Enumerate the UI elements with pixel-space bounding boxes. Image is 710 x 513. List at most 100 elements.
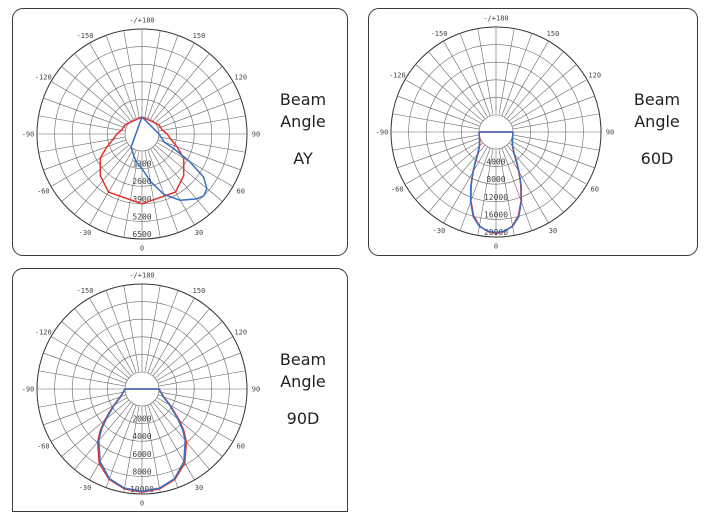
- grid-spoke: [158, 391, 246, 408]
- grid-spoke: [512, 113, 600, 130]
- radial-label: 5200: [132, 212, 151, 221]
- grid-spoke: [477, 28, 494, 116]
- radial-label: 16000: [484, 210, 508, 219]
- angle-label: 0: [140, 500, 144, 508]
- beam-angle-mode: 60D: [640, 149, 674, 168]
- angle-label: -150: [431, 30, 448, 38]
- radial-label: 8000: [486, 175, 505, 184]
- grid-spoke: [38, 370, 126, 387]
- grid-spoke: [154, 144, 223, 202]
- intensity-curve: [469, 131, 523, 234]
- angle-label: 120: [234, 329, 247, 337]
- angle-label: 60: [237, 443, 245, 451]
- angle-label: -150: [77, 32, 94, 40]
- grid-spoke: [144, 150, 161, 238]
- grid-spoke: [74, 53, 132, 122]
- angle-label: -90: [22, 386, 35, 394]
- radial-label: 12000: [484, 193, 508, 202]
- angle-label: -120: [35, 329, 52, 337]
- grid-spoke: [89, 403, 134, 481]
- grid-spoke: [428, 144, 486, 213]
- angle-label: 90: [252, 131, 260, 139]
- grid-spoke: [397, 137, 481, 169]
- grid-spoke: [506, 51, 564, 120]
- grid-spoke: [511, 137, 595, 169]
- angle-label: 90: [606, 129, 614, 137]
- angle-label: 30: [195, 484, 203, 492]
- grid-spoke: [50, 81, 128, 126]
- grid-spoke: [43, 394, 127, 426]
- grid-spoke: [157, 352, 241, 384]
- grid-spoke: [150, 42, 195, 120]
- grid-spoke: [498, 148, 515, 236]
- grid-spoke: [38, 391, 126, 408]
- grid-spoke: [415, 142, 484, 200]
- grid-spoke: [61, 144, 130, 202]
- polar-grid: [36, 28, 248, 240]
- grid-spoke: [404, 79, 482, 124]
- beam-angle-label: Beam Angle: [279, 90, 327, 131]
- beam-angle-60d: Beam Angle 60D: [621, 89, 693, 170]
- angle-label: -/+180: [483, 15, 508, 23]
- beam-angle-label: Beam Angle: [633, 90, 681, 131]
- grid-spoke: [501, 33, 533, 117]
- angle-label: -60: [37, 443, 50, 451]
- angle-label: 30: [549, 227, 557, 235]
- grid-spoke: [459, 147, 491, 231]
- radial-label: 10000: [130, 485, 154, 494]
- grid-spoke: [89, 148, 134, 226]
- grid-spoke: [147, 149, 179, 233]
- angle-label: 0: [494, 243, 498, 251]
- grid-spoke: [38, 136, 126, 153]
- grid-spoke: [397, 95, 481, 127]
- angle-label: 60: [237, 188, 245, 196]
- angle-label: -/+180: [129, 272, 154, 280]
- grid-spoke: [504, 146, 549, 224]
- polar-card-90d: -/+180 -150 150 -120 120 -90 90 -60 60 -30 30 0 2000…: [12, 268, 348, 512]
- grid-spoke: [157, 139, 241, 171]
- angle-label: 120: [588, 72, 601, 80]
- grid-spoke: [152, 401, 210, 470]
- angle-label: 150: [193, 287, 206, 295]
- grid-spoke: [158, 136, 246, 153]
- radial-label: 4000: [486, 158, 505, 167]
- grid-spoke: [43, 97, 127, 129]
- radial-label: 2600: [132, 177, 151, 186]
- grid-spoke: [504, 40, 549, 118]
- grid-spoke: [428, 51, 486, 120]
- grid-spoke: [38, 115, 126, 132]
- grid-spoke: [404, 140, 482, 185]
- grid-spoke: [459, 33, 491, 117]
- grid-spoke: [498, 28, 515, 116]
- grid-spoke: [508, 64, 577, 122]
- angle-label: -60: [37, 188, 50, 196]
- polar-card-60d: -/+180 -150 150 -120 120 -90 90 -60 60 -30 30 0 4000…: [368, 8, 698, 256]
- grid-spoke: [147, 404, 179, 488]
- grid-spoke: [392, 134, 480, 151]
- grid-spoke: [74, 308, 132, 377]
- beam-angle-mode: 90D: [286, 409, 320, 428]
- angle-label: -30: [79, 484, 92, 492]
- grid-spoke: [157, 97, 241, 129]
- grid-spoke: [512, 134, 600, 151]
- grid-spoke: [144, 405, 161, 493]
- grid-spoke: [43, 352, 127, 384]
- grid-spoke: [144, 30, 161, 118]
- angle-label: -60: [391, 186, 404, 194]
- grid-spoke: [157, 394, 241, 426]
- grid-spoke: [156, 81, 234, 126]
- grid-spoke: [508, 142, 577, 200]
- polar-chart-90d: -/+180 -150 150 -120 120 -90 90 -60 60 -30 30 0 2000…: [22, 272, 261, 508]
- grid-spoke: [152, 53, 210, 122]
- angle-label: 0: [140, 245, 144, 253]
- grid-spoke: [105, 149, 137, 233]
- grid-spoke: [443, 146, 488, 224]
- grid-spoke: [443, 40, 488, 118]
- beam-angle-90d: Beam Angle 90D: [267, 349, 339, 430]
- angle-label: 150: [193, 32, 206, 40]
- grid-spoke: [510, 140, 588, 185]
- grid-spoke: [105, 290, 137, 374]
- angle-label: 120: [234, 74, 247, 82]
- grid-spoke: [89, 297, 134, 375]
- polar-chart-60d: -/+180 -150 150 -120 120 -90 90 -60 60 -30 30 0 4000…: [376, 15, 615, 251]
